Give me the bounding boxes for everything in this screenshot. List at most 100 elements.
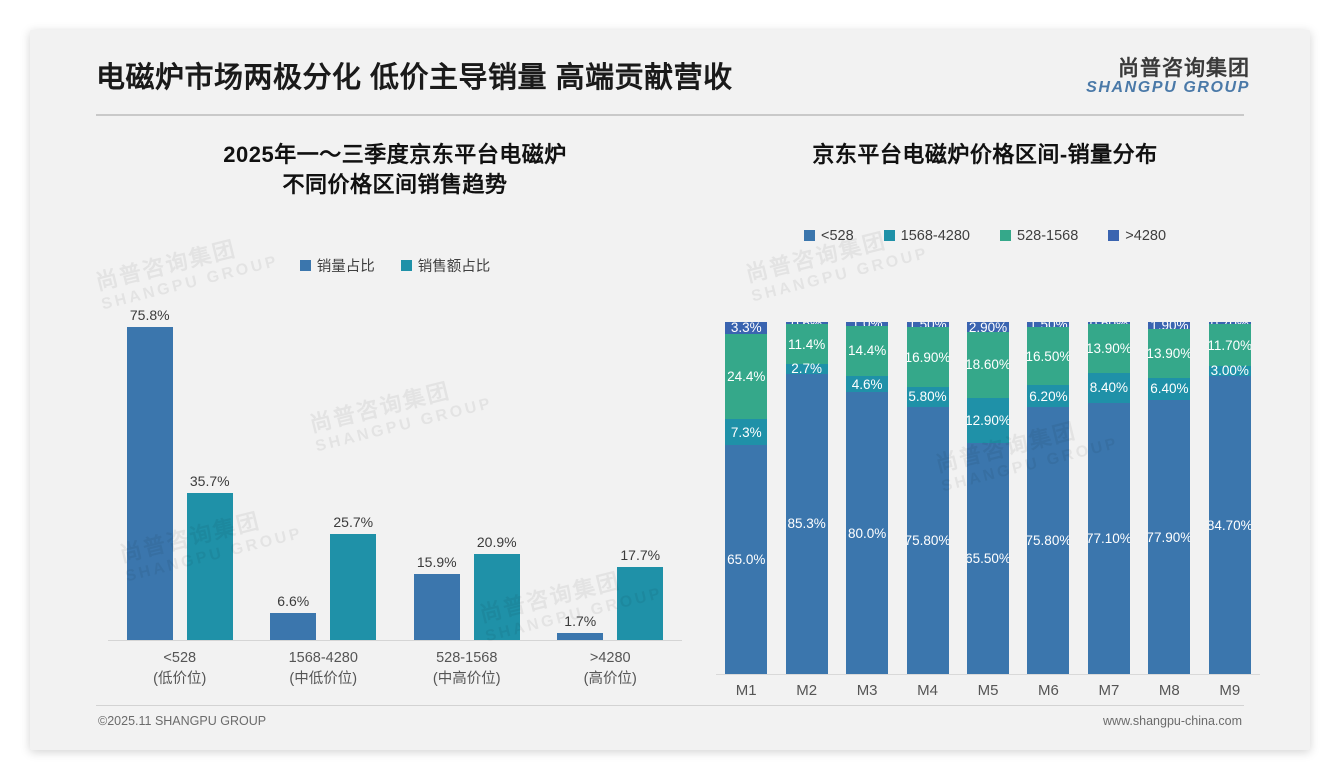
bar-value-label: 20.9% <box>476 534 517 550</box>
stacked-bar-segment[interactable]: 16.90% <box>906 327 949 387</box>
stacked-bar-segment[interactable]: 18.60% <box>967 332 1009 398</box>
stacked-bar-segment[interactable]: 6.20% <box>1027 385 1070 408</box>
segment-value-label: 13.90% <box>1087 341 1130 357</box>
stacked-bar-column[interactable]: 0.70%11.70%3.00%84.70% <box>1208 322 1251 674</box>
stacked-bar-segment[interactable]: 12.90% <box>967 397 1009 444</box>
segment-value-label: 85.3% <box>787 516 826 532</box>
stacked-bar-segment[interactable]: 1.50% <box>1027 322 1070 332</box>
stacked-bar-segment[interactable]: 7.3% <box>725 419 768 446</box>
segment-value-label: 75.80% <box>906 533 949 549</box>
stacked-bar-segment[interactable]: 80.0% <box>846 392 889 674</box>
bar-column[interactable]: 20.9% <box>473 310 520 640</box>
stacked-bar-segment[interactable]: 13.90% <box>1148 328 1191 378</box>
legend-item-lt528[interactable]: <528 <box>803 228 854 244</box>
legend-item-sales-volume[interactable]: 销量占比 <box>299 255 375 276</box>
bar-rect[interactable] <box>126 327 173 640</box>
bar-value-label: 17.7% <box>620 547 661 563</box>
legend-item-sales-amount[interactable]: 销售额占比 <box>400 255 490 276</box>
x-tick-label: M2 <box>796 682 818 699</box>
stacked-bar-segment[interactable]: 5.80% <box>906 386 949 408</box>
stacked-bar-column[interactable]: 1.50% 16.90% 5.80% 75.80% <box>906 322 949 674</box>
bar-column[interactable]: 17.7% <box>617 310 664 640</box>
stacked-bar-segment[interactable]: 2.90% <box>967 322 1009 335</box>
segment-value-label: 1.90% <box>1150 322 1189 333</box>
stacked-bar-segment[interactable]: 24.4% <box>725 333 768 420</box>
chart-right-x-tick-labels: M1 M2 M3 M4 M5 M6 M7 M8 M9 <box>716 682 1260 712</box>
legend-item-gt4280[interactable]: >4280 <box>1108 228 1166 244</box>
segment-value-label: 2.90% <box>968 322 1008 335</box>
stacked-bar-segment[interactable]: 1.90% <box>1148 322 1191 333</box>
legend-swatch-icon <box>803 230 815 242</box>
brand-logo-en: SHANGPU GROUP <box>1086 79 1250 97</box>
stacked-bar-segment[interactable]: 75.80% <box>906 407 949 674</box>
stacked-bar-segment[interactable]: 13.90% <box>1087 324 1130 374</box>
stacked-bar-column[interactable]: 2.90% 18.60% 12.90% 65.50% <box>967 322 1009 674</box>
legend-label: 销量占比 <box>316 259 375 276</box>
x-tick-label: 1568-4280 (中低价位) <box>255 648 391 690</box>
stacked-bar-segment[interactable]: 75.80% <box>1027 407 1070 674</box>
stacked-bar-column[interactable]: 1.0%14.4%4.6%80.0% <box>846 322 889 674</box>
segment-value-label: 6.40% <box>1150 381 1189 397</box>
watermark-en: SHANGPU GROUP <box>749 245 931 306</box>
segment-value-label: 80.0% <box>847 525 887 541</box>
stacked-bar-segment[interactable]: 84.70% <box>1208 376 1251 674</box>
x-tick-label-tier: (中低价位) <box>289 671 358 688</box>
chart-left-title: 2025年一～三季度京东平台电磁炉 不同价格区间销售趋势 <box>90 140 700 199</box>
bar-rect[interactable] <box>413 574 460 640</box>
stacked-bar-segment[interactable]: 14.4% <box>846 325 889 377</box>
segment-value-label: 65.50% <box>967 550 1009 566</box>
stacked-bar-segment[interactable]: 8.40% <box>1087 373 1130 403</box>
stacked-bar-segment[interactable]: 11.4% <box>785 324 828 365</box>
bar-value-label: 35.7% <box>189 473 230 489</box>
bar-group: 1.7% 17.7% <box>542 310 678 640</box>
slide-header: 电磁炉市场两极分化 低价主导销量 高端贡献营收 尚普咨询集团 SHANGPU G… <box>30 30 1310 116</box>
stacked-bar-column[interactable]: 1.90% 13.90% 6.40% 77.90% <box>1148 322 1191 674</box>
stacked-bar-segment[interactable]: 6.40% <box>1148 377 1191 401</box>
stacked-bar-segment[interactable]: 4.6% <box>846 376 889 393</box>
bar-column[interactable]: 35.7% <box>186 310 233 640</box>
bar-rect[interactable] <box>186 493 233 640</box>
x-tick-label: M7 <box>1098 682 1120 699</box>
bar-column[interactable]: 25.7% <box>330 310 377 640</box>
stacked-bar-column[interactable]: 0.6%11.4%2.7%85.3% <box>785 322 828 674</box>
segment-value-label: 8.40% <box>1089 380 1129 396</box>
stacked-bar-column[interactable]: 0.60%13.90%8.40%77.10% <box>1087 322 1130 674</box>
stacked-bar-segment[interactable]: 65.50% <box>967 443 1009 674</box>
bar-rect[interactable] <box>330 534 377 640</box>
stacked-bar-segment[interactable]: 1.50% <box>906 322 949 332</box>
segment-value-label: 16.90% <box>906 349 949 365</box>
bar-column[interactable]: 75.8% <box>126 307 173 640</box>
bar-rect[interactable] <box>270 613 317 640</box>
stacked-bar-segment[interactable]: 11.70% <box>1208 324 1251 366</box>
stacked-bar-segment[interactable]: 16.50% <box>1027 327 1070 386</box>
footer-website[interactable]: www.shangpu-china.com <box>1103 714 1242 728</box>
bar-rect[interactable] <box>473 554 520 640</box>
bar-column[interactable]: 1.7% <box>557 310 604 640</box>
segment-value-label: 2.7% <box>791 361 823 377</box>
stacked-bar-segment[interactable]: 77.10% <box>1087 402 1130 674</box>
page-title: 电磁炉市场两极分化 低价主导销量 高端贡献营收 <box>96 62 733 94</box>
stacked-bar-column[interactable]: 3.3% 24.4% 7.3% 65.0% <box>725 322 768 674</box>
stacked-bar-segment[interactable]: 85.3% <box>785 373 828 674</box>
stacked-bar-segment[interactable]: 3.00% <box>1208 363 1251 378</box>
legend-item-1568-4280[interactable]: 1568-4280 <box>883 227 970 244</box>
bar-column[interactable]: 15.9% <box>413 310 460 640</box>
legend-label: 1568-4280 <box>900 227 970 244</box>
header-divider <box>96 114 1244 116</box>
stacked-bar-segment[interactable]: 3.3% <box>725 322 768 335</box>
bar-rect[interactable] <box>617 567 664 640</box>
brand-logo: 尚普咨询集团 SHANGPU GROUP <box>1086 57 1250 97</box>
stacked-bar-segment[interactable]: 77.90% <box>1148 400 1191 674</box>
stacked-bar-column[interactable]: 1.50% 16.50% 6.20% 75.80% <box>1027 322 1070 674</box>
legend-item-528-1568[interactable]: 528-1568 <box>1000 228 1078 244</box>
x-tick-label: M4 <box>917 682 938 699</box>
x-tick-label-range: 528-1568 <box>436 650 498 666</box>
legend-swatch-icon <box>400 260 412 272</box>
slide-canvas: 电磁炉市场两极分化 低价主导销量 高端贡献营收 尚普咨询集团 SHANGPU G… <box>30 30 1310 750</box>
x-tick-label: <528 (低价位) <box>112 648 248 690</box>
bar-column[interactable]: 6.6% <box>270 310 317 640</box>
bar-rect[interactable] <box>557 633 604 640</box>
stacked-bar-segment[interactable]: 2.7% <box>785 361 828 377</box>
bar-group: 15.9% 20.9% <box>399 310 535 640</box>
stacked-bar-segment[interactable]: 65.0% <box>725 445 768 674</box>
